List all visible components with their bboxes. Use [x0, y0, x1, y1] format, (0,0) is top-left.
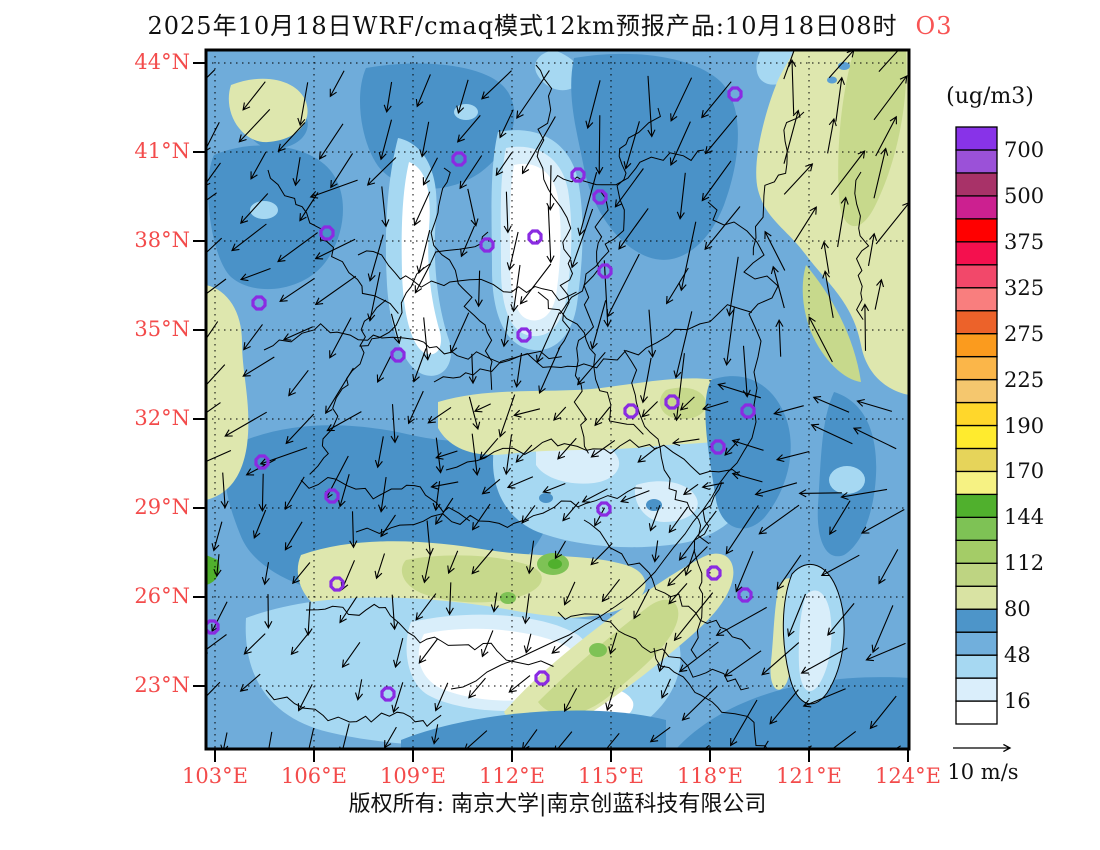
colorbar-level-label: 170	[1004, 459, 1045, 484]
colorbar-level-label: 375	[1004, 229, 1045, 254]
lat-tick-label: 38°N	[134, 228, 190, 252]
city-marker	[727, 86, 743, 102]
city-marker	[710, 439, 726, 455]
wind-scale-label: 10 m/s	[947, 760, 1019, 784]
colorbar-level-label: 144	[1004, 505, 1045, 530]
colorbar-level-label: 112	[1004, 551, 1045, 576]
map-frame	[204, 48, 911, 751]
city-marker	[740, 403, 756, 419]
lat-tick-label: 41°N	[134, 139, 190, 163]
lat-tick-label: 44°N	[134, 50, 190, 74]
city-marker	[597, 263, 613, 279]
pollutant-badge: O3	[915, 12, 953, 40]
city-marker	[516, 327, 532, 343]
city-marker	[479, 237, 495, 253]
city-marker	[534, 670, 550, 686]
colorbar-unit-label: (ug/m3)	[946, 84, 1034, 109]
city-marker	[451, 151, 467, 167]
city-marker	[254, 454, 270, 470]
coastline	[450, 201, 779, 690]
city-marker	[390, 347, 406, 363]
city-marker	[206, 619, 220, 635]
lat-tick-label: 35°N	[134, 317, 190, 341]
lat-tick-label: 23°N	[134, 673, 190, 697]
city-marker	[329, 576, 345, 592]
colorbar-level-label: 275	[1004, 321, 1045, 346]
colorbar-level-label: 700	[1004, 137, 1045, 162]
colorbar	[955, 126, 998, 725]
city-marker	[623, 403, 639, 419]
lat-tick-label: 29°N	[134, 495, 190, 519]
lon-tick-label: 121°E	[776, 764, 842, 788]
colorbar-level-label: 325	[1004, 275, 1045, 300]
city-marker	[570, 167, 586, 183]
lon-tick-label: 124°E	[875, 764, 941, 788]
city-marker	[527, 229, 543, 245]
city-marker	[251, 295, 267, 311]
title-text: 2025年10月18日WRF/cmaq模式12km预报产品:10月18日08时	[147, 12, 898, 40]
axis-ticks	[193, 62, 909, 762]
colorbar-level-label: 48	[1004, 643, 1031, 668]
city-marker	[737, 587, 753, 603]
city-marker	[380, 686, 396, 702]
lon-tick-label: 103°E	[182, 764, 248, 788]
lon-tick-label: 109°E	[380, 764, 446, 788]
city-marker	[664, 394, 680, 410]
lat-tick-label: 26°N	[134, 584, 190, 608]
city-marker	[319, 225, 335, 241]
colorbar-level-label: 80	[1004, 597, 1031, 622]
map-area	[193, 48, 911, 762]
lon-tick-label: 106°E	[281, 764, 347, 788]
city-marker	[592, 189, 608, 205]
city-marker	[706, 565, 722, 581]
wind-scale-arrow	[953, 743, 1012, 753]
lon-tick-label: 118°E	[677, 764, 743, 788]
lat-tick-label: 32°N	[134, 406, 190, 430]
colorbar-level-label: 16	[1004, 689, 1031, 714]
colorbar-level-label: 500	[1004, 183, 1045, 208]
city-marker	[324, 488, 340, 504]
page-title: 2025年10月18日WRF/cmaq模式12km预报产品:10月18日08时 O…	[0, 6, 1100, 41]
city-marker	[596, 501, 612, 517]
colorbar-level-label: 190	[1004, 413, 1045, 438]
copyright-footer: 版权所有: 南京大学|南京创蓝科技有限公司	[348, 792, 767, 817]
lon-tick-label: 115°E	[578, 764, 644, 788]
city-markers	[206, 86, 756, 702]
colorbar-level-label: 225	[1004, 367, 1045, 392]
wind-vectors	[206, 50, 909, 749]
lon-tick-label: 112°E	[479, 764, 545, 788]
province-boundaries	[263, 64, 870, 749]
o3-concentration-field	[206, 50, 909, 749]
